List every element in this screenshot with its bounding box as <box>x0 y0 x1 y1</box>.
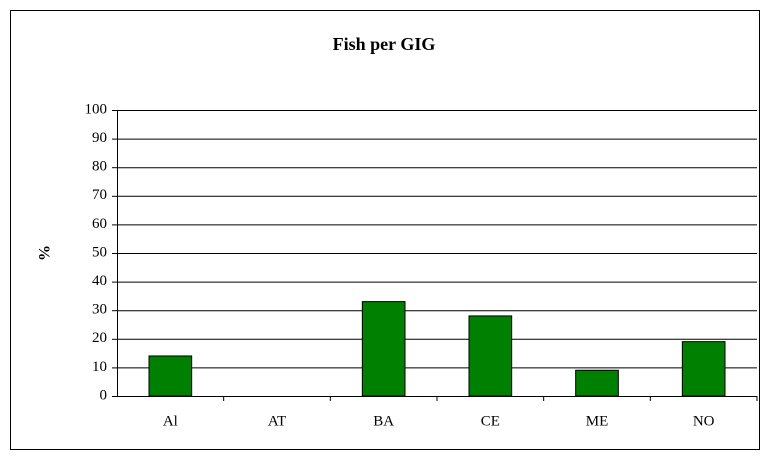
y-tick-label: 90 <box>92 130 107 146</box>
x-tick-label: CE <box>481 413 500 429</box>
x-tick-label: NO <box>693 413 715 429</box>
chart-title: Fish per GIG <box>333 34 436 54</box>
y-tick-label: 80 <box>92 159 107 175</box>
bar <box>468 315 513 397</box>
x-tick-label: ME <box>586 413 609 429</box>
bar <box>681 341 726 397</box>
x-tick-label: AT <box>268 413 286 429</box>
bar <box>148 355 193 397</box>
y-tick-label: 60 <box>92 216 107 232</box>
bar <box>575 369 619 397</box>
x-tick-label: Al <box>163 413 178 429</box>
y-axis-title: % <box>37 245 54 261</box>
y-tick-label: 70 <box>92 187 107 203</box>
bar <box>361 301 406 397</box>
y-tick-label: 20 <box>92 330 107 346</box>
y-tick-label: 30 <box>92 302 107 318</box>
y-tick-label: 0 <box>100 387 108 403</box>
y-tick-label: 100 <box>85 101 108 117</box>
y-tick-label: 50 <box>92 244 107 260</box>
y-tick-label: 10 <box>92 359 107 375</box>
x-tick-label: BA <box>373 413 394 429</box>
y-tick-label: 40 <box>92 273 107 289</box>
